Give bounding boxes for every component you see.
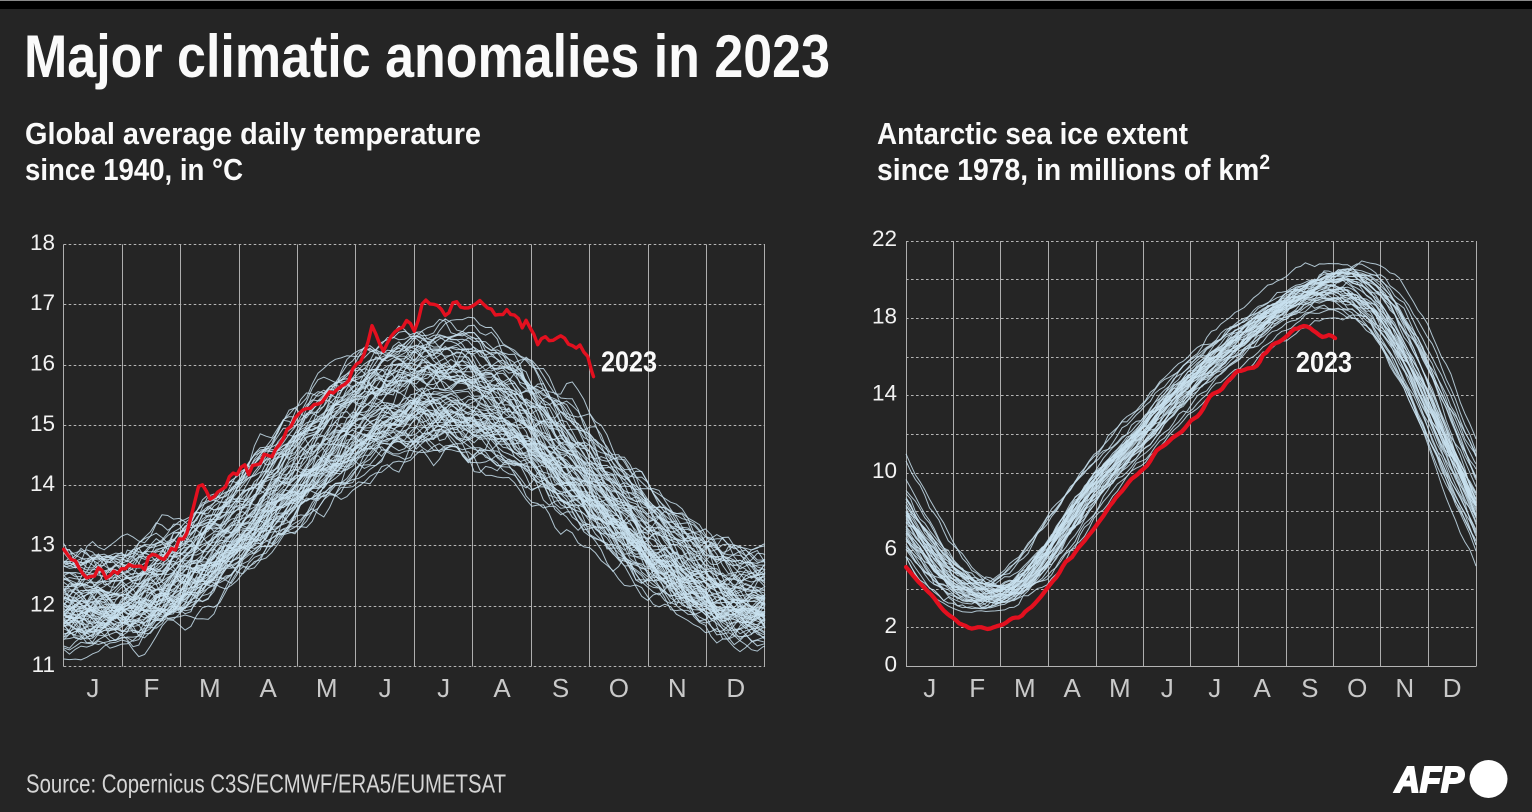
- svg-text:2: 2: [884, 613, 897, 638]
- svg-text:N: N: [668, 673, 687, 703]
- svg-text:F: F: [143, 673, 159, 703]
- svg-text:Global average daily temperatu: Global average daily temperature: [25, 116, 481, 151]
- svg-text:A: A: [1064, 673, 1082, 703]
- svg-text:Major climatic anomalies in 20: Major climatic anomalies in 2023: [24, 23, 830, 90]
- svg-text:18: 18: [30, 230, 55, 255]
- svg-text:12: 12: [30, 592, 55, 617]
- svg-text:A: A: [1254, 673, 1272, 703]
- svg-text:M: M: [316, 673, 338, 703]
- svg-text:2023: 2023: [1296, 347, 1352, 379]
- svg-text:11: 11: [32, 652, 55, 677]
- svg-text:J: J: [86, 673, 99, 703]
- svg-text:O: O: [609, 673, 629, 703]
- svg-text:M: M: [1109, 673, 1131, 703]
- svg-text:17: 17: [30, 290, 55, 315]
- svg-text:O: O: [1347, 673, 1367, 703]
- svg-text:S: S: [552, 673, 569, 703]
- svg-text:F: F: [969, 673, 985, 703]
- svg-text:AFP: AFP: [1394, 759, 1465, 800]
- svg-text:A: A: [260, 673, 278, 703]
- svg-text:14: 14: [30, 471, 55, 496]
- svg-text:since 1978, in millions of km2: since 1978, in millions of km2: [877, 151, 1270, 187]
- svg-text:Antarctic sea ice extent: Antarctic sea ice extent: [877, 116, 1188, 151]
- svg-text:M: M: [199, 673, 221, 703]
- svg-text:18: 18: [872, 303, 897, 328]
- svg-text:J: J: [1208, 673, 1221, 703]
- svg-text:N: N: [1395, 673, 1414, 703]
- svg-text:22: 22: [872, 226, 897, 251]
- svg-text:M: M: [1014, 673, 1036, 703]
- svg-text:D: D: [726, 673, 745, 703]
- svg-text:6: 6: [884, 536, 897, 561]
- svg-text:15: 15: [30, 411, 55, 436]
- svg-text:J: J: [437, 673, 450, 703]
- svg-text:2023: 2023: [601, 347, 657, 379]
- svg-text:10: 10: [872, 458, 897, 483]
- svg-text:J: J: [923, 673, 936, 703]
- svg-text:Source: Copernicus C3S/ECMWF/E: Source: Copernicus C3S/ECMWF/ERA5/EUMETS…: [26, 769, 506, 799]
- svg-text:13: 13: [30, 531, 55, 556]
- svg-text:S: S: [1301, 673, 1318, 703]
- svg-text:0: 0: [884, 652, 897, 677]
- svg-text:since 1940, in °C: since 1940, in °C: [25, 152, 243, 187]
- svg-text:16: 16: [30, 350, 55, 375]
- svg-text:J: J: [379, 673, 392, 703]
- svg-text:D: D: [1443, 673, 1462, 703]
- svg-text:A: A: [493, 673, 511, 703]
- svg-text:14: 14: [872, 381, 897, 406]
- svg-text:J: J: [1161, 673, 1174, 703]
